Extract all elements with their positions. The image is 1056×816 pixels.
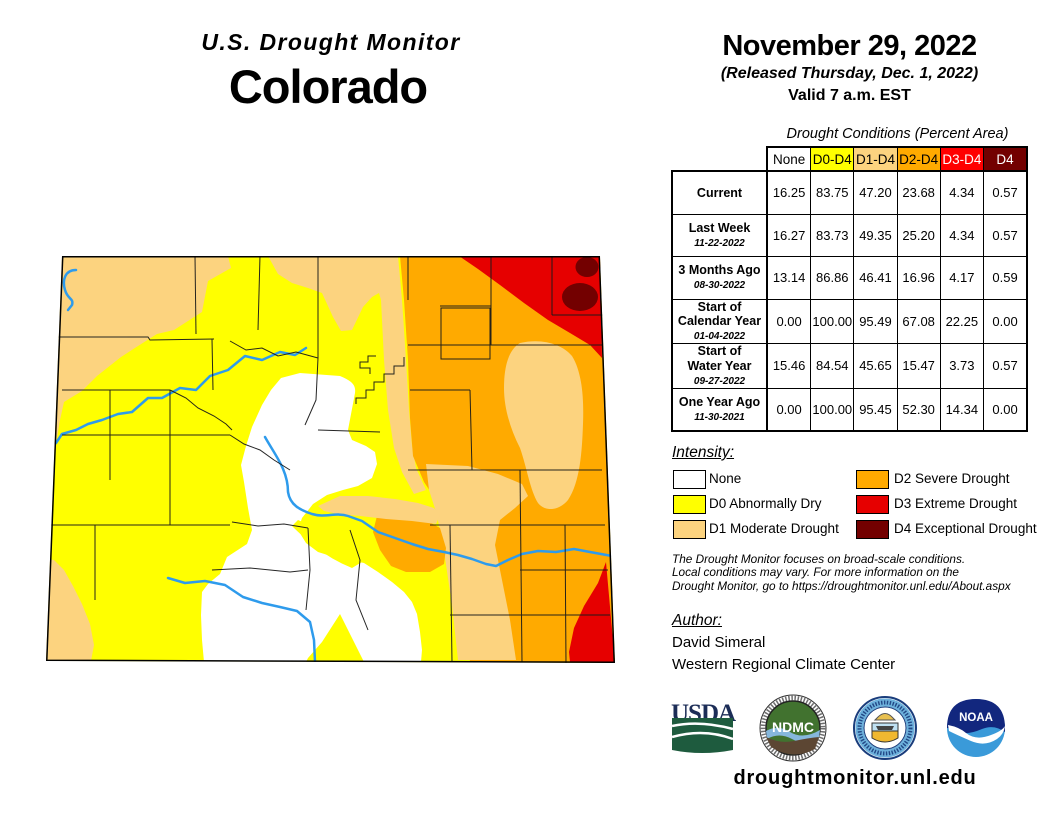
- svg-text:NOAA: NOAA: [959, 712, 993, 724]
- svg-text:NDMC: NDMC: [772, 719, 814, 735]
